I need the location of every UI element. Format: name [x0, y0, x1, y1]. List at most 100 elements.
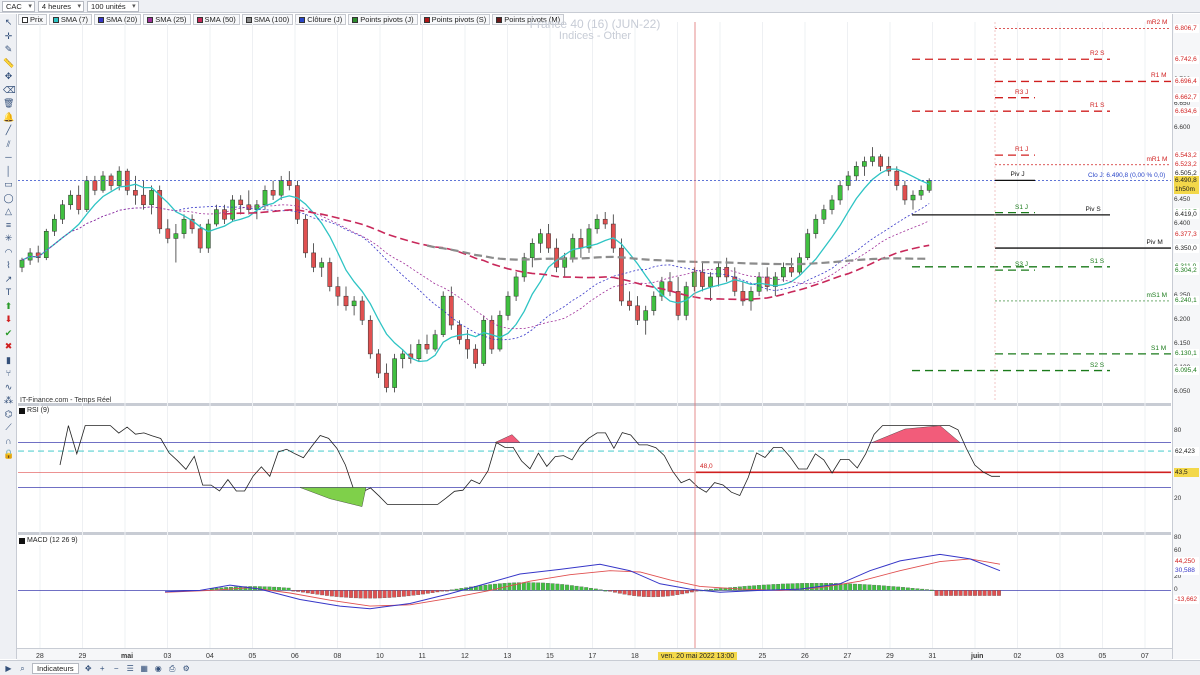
- macd-histogram-bar: [675, 590, 680, 595]
- pivot-label: S2 S: [1090, 361, 1105, 369]
- crosshair-icon[interactable]: ✛: [4, 30, 13, 41]
- pencil-icon[interactable]: ✎: [4, 44, 13, 54]
- macd-tick-label: 80: [1174, 534, 1182, 541]
- fork-icon[interactable]: ⑂: [5, 368, 12, 378]
- eraser-icon[interactable]: ⌫: [3, 84, 16, 95]
- candle-body: [651, 295, 657, 311]
- triangle-icon[interactable]: △: [5, 206, 12, 216]
- time-axis-label: 07: [1141, 653, 1149, 660]
- list-icon[interactable]: ☰: [126, 663, 134, 673]
- macd-histogram-bar: [843, 583, 848, 591]
- print-icon[interactable]: ⎙: [168, 663, 176, 673]
- wave-icon[interactable]: ∿: [4, 381, 13, 392]
- candle-body: [205, 223, 211, 249]
- pivot-label: mS1 M: [1146, 291, 1168, 299]
- indicator-chip[interactable]: Points pivots (J): [348, 14, 418, 25]
- fibonacci-icon[interactable]: ≡: [5, 219, 12, 230]
- indicator-chip[interactable]: Points pivots (S): [419, 14, 491, 25]
- text-icon[interactable]: T: [5, 287, 12, 297]
- macd-panel-title[interactable]: MACD (12 26 9): [19, 536, 78, 545]
- plus-icon[interactable]: +: [99, 663, 105, 673]
- check-icon[interactable]: ✔: [4, 327, 13, 338]
- candle-body: [497, 315, 503, 350]
- indicators-button[interactable]: Indicateurs: [32, 662, 79, 674]
- node-icon[interactable]: ⁂: [4, 395, 13, 405]
- vertical-line-icon[interactable]: │: [5, 165, 12, 176]
- pattern-icon[interactable]: ⌬: [4, 408, 13, 419]
- macd-histogram-bar: [944, 590, 949, 596]
- indicator-color-swatch: [52, 16, 59, 23]
- move-icon[interactable]: ✥: [4, 71, 13, 81]
- arrow-icon[interactable]: ↗: [4, 273, 13, 284]
- time-axis-label: 02: [1013, 653, 1022, 660]
- up-arrow-icon[interactable]: ⬆: [4, 300, 13, 311]
- indicator-chip[interactable]: Clôture (J): [295, 14, 347, 25]
- indicator-chip[interactable]: SMA (100): [241, 14, 294, 25]
- macd-histogram-bar: [742, 586, 747, 591]
- indicator-chip[interactable]: Prix: [18, 14, 47, 25]
- lock-icon[interactable]: 🔒: [3, 449, 15, 459]
- macd-histogram-bar: [315, 590, 320, 595]
- gann-icon[interactable]: ✳: [4, 233, 13, 243]
- trend-line-icon[interactable]: ╱: [5, 125, 12, 135]
- candle-body: [230, 199, 235, 220]
- ruler-icon[interactable]: 📏: [3, 57, 15, 68]
- rectangle-icon[interactable]: ▭: [4, 179, 13, 189]
- time-axis-label: 08: [333, 653, 342, 660]
- candle-body: [60, 204, 65, 220]
- ellipse-icon[interactable]: ◯: [3, 192, 14, 203]
- indicator-chip[interactable]: SMA (20): [94, 14, 142, 25]
- interval-select[interactable]: 4 heures: [37, 0, 85, 12]
- indicator-chip[interactable]: SMA (25): [143, 14, 191, 25]
- horizontal-line-icon[interactable]: ─: [5, 152, 12, 162]
- macd-histogram-bar: [651, 590, 656, 598]
- fan-icon[interactable]: ⟋: [5, 422, 12, 432]
- path-icon[interactable]: ⌇: [6, 260, 11, 270]
- candle-body: [505, 295, 511, 316]
- candle-body: [359, 300, 365, 321]
- units-select[interactable]: 100 unités: [87, 0, 139, 12]
- minus-icon[interactable]: −: [113, 663, 119, 673]
- play-icon[interactable]: ▶: [5, 663, 12, 673]
- bell-icon[interactable]: 🔔: [3, 111, 15, 122]
- cursor-icon[interactable]: ↖: [4, 17, 13, 27]
- indicator-chip[interactable]: Points pivots (M): [492, 14, 565, 25]
- macd-histogram-bar: [358, 590, 363, 599]
- time-axis-label: 05: [1098, 653, 1107, 660]
- camera-icon[interactable]: ◉: [154, 663, 162, 673]
- candle-body: [813, 218, 819, 234]
- indicator-chip[interactable]: SMA (7): [48, 14, 93, 25]
- time-axis[interactable]: [17, 648, 1172, 660]
- price-axis[interactable]: [1172, 14, 1200, 659]
- macd-histogram-bar: [593, 588, 598, 591]
- macd-histogram-bar: [896, 586, 901, 591]
- grid-icon[interactable]: ▦: [140, 663, 148, 673]
- time-axis-label: 03: [1056, 653, 1064, 660]
- magnet-icon[interactable]: ∩: [5, 435, 12, 446]
- macd-histogram-bar: [665, 590, 670, 597]
- arc-icon[interactable]: ◠: [4, 246, 13, 257]
- time-axis-label: 18: [631, 653, 639, 660]
- macd-histogram-bar: [617, 590, 622, 594]
- indicator-chip[interactable]: SMA (50): [192, 14, 240, 25]
- down-arrow-icon[interactable]: ⬇: [4, 314, 13, 324]
- settings-icon[interactable]: ⚙: [182, 663, 190, 673]
- macd-histogram-bar: [521, 582, 526, 591]
- macd-histogram-bar: [680, 590, 685, 595]
- cross-icon[interactable]: ✖: [4, 341, 13, 351]
- bars-icon[interactable]: ▮: [6, 354, 11, 365]
- macd-histogram-bar: [608, 590, 613, 592]
- channel-icon[interactable]: ⫽: [6, 138, 11, 149]
- zoom-icon[interactable]: ⌕: [20, 663, 25, 673]
- pivot-label: R1 S: [1090, 102, 1105, 110]
- indicator-legend-bar: Prix SMA (7) SMA (20) SMA (25) SMA (50) SMA (…: [18, 14, 565, 26]
- rsi-panel-title[interactable]: RSI (9): [19, 406, 50, 415]
- move-icon[interactable]: ✥: [84, 663, 92, 673]
- trash-icon[interactable]: 🗑: [3, 98, 15, 108]
- macd-histogram-bar: [934, 590, 939, 596]
- candle-body: [457, 324, 462, 340]
- macd-histogram-bar: [344, 590, 349, 598]
- symbol-select[interactable]: CAC: [2, 0, 35, 12]
- pivot-label: S1 J: [1015, 203, 1029, 211]
